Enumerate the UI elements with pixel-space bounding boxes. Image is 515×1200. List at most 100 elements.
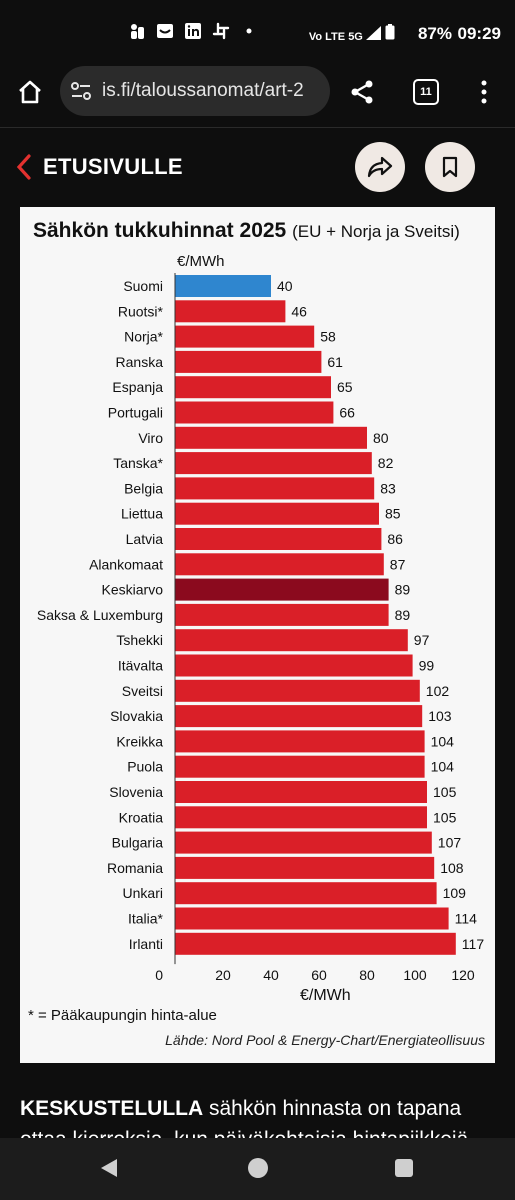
home-icon[interactable] [16,78,44,106]
value-label-22: 107 [438,835,462,851]
forward-share-icon [367,156,393,178]
status-bar: Vo LTE 5G 87% 09:29 [0,0,515,70]
bar-17 [175,705,423,728]
nav-back-icon[interactable] [100,1158,118,1178]
category-label-4: Espanja [112,379,163,395]
category-label-3: Ranska [116,354,164,370]
bar-21 [175,806,427,829]
system-navigation-bar [0,1138,515,1200]
value-label-7: 82 [378,455,394,471]
category-label-13: Saksa & Luxemburg [37,607,163,623]
back-to-frontpage-link[interactable]: ETUSIVULLE [43,154,183,179]
value-label-0: 40 [277,278,293,294]
bar-4 [175,376,331,399]
bar-24 [175,882,437,905]
value-label-3: 61 [327,354,343,370]
bar-20 [175,781,427,803]
x-tick-label-1: 20 [215,967,231,983]
bar-1 [175,300,286,323]
battery-percent: 87% [417,24,452,43]
x-tick-label-4: 80 [359,967,375,983]
category-label-1: Ruotsi* [118,303,164,319]
bar-18 [175,730,425,753]
volte-label: Vo LTE [308,31,346,43]
article-share-button[interactable] [355,142,405,192]
value-label-1: 46 [291,303,307,319]
bar-11 [175,553,384,576]
url-text[interactable]: is.fi/taloussanomat/art-2 [102,80,304,101]
bar-23 [175,856,435,879]
address-bar[interactable]: is.fi/taloussanomat/art-2 [60,66,330,116]
signal-icon [365,26,381,40]
bar-16 [175,679,420,702]
toolbar-divider [0,127,515,128]
x-tick-label-5: 100 [403,967,427,983]
chart-footnote: * = Pääkaupungin hinta-alue [28,1007,217,1024]
value-label-9: 85 [385,506,401,522]
x-axis-label: €/MWh [300,987,351,1004]
share-icon[interactable] [348,78,376,106]
browser-toolbar: is.fi/taloussanomat/art-2 11 [0,60,515,125]
linkedin-icon [184,22,202,40]
value-label-24: 109 [443,885,467,901]
category-label-23: Romania [107,860,163,876]
category-label-15: Itävalta [118,658,163,674]
bar-9 [175,502,379,525]
category-label-26: Irlanti [129,936,163,952]
category-label-16: Sveitsi [122,683,163,699]
x-tick-label-2: 40 [263,967,279,983]
value-label-21: 105 [433,809,457,825]
category-label-19: Puola [127,759,163,775]
app-notification-icon [128,22,146,40]
bar-3 [175,350,322,373]
value-label-17: 103 [428,708,452,724]
value-label-18: 104 [431,733,455,749]
chart-card: Sähkön tukkuhinnat 2025 (EU + Norja ja S… [20,207,495,1063]
bar-13 [175,603,389,626]
site-settings-icon[interactable] [70,81,92,101]
chart-title-text: Sähkön tukkuhinnat 2025 [33,219,287,242]
nav-recents-icon[interactable] [395,1159,413,1177]
value-label-8: 83 [380,480,396,496]
value-label-12: 89 [395,582,411,598]
bar-chart: Suomi 40 Ruotsi* 46 Norja* 58 Ranska 61 Espanja 6… [37,273,484,983]
more-notifications-dot [240,22,258,40]
more-menu-icon[interactable] [478,79,490,105]
network-label: 5G [348,31,363,43]
category-label-25: Italia* [128,911,164,927]
mail-icon [156,22,174,40]
chart-title: Sähkön tukkuhinnat 2025 (EU + Norja ja S… [33,219,460,243]
category-label-24: Unkari [123,885,163,901]
bar-22 [175,831,432,854]
bookmark-icon [442,156,458,178]
category-label-14: Tshekki [116,632,163,648]
network-indicator: Vo LTE 5G [309,24,395,43]
category-label-9: Liettua [121,506,163,522]
category-label-0: Suomi [123,278,163,294]
notification-icons [128,22,258,40]
chart-subtitle: (EU + Norja ja Sveitsi) [292,222,460,241]
category-label-5: Portugali [108,405,163,421]
battery-icon [385,24,395,40]
bar-12 [175,578,389,601]
value-label-2: 58 [320,329,336,345]
value-label-4: 65 [337,379,353,395]
category-label-10: Latvia [126,531,164,547]
bar-5 [175,401,334,424]
bar-25 [175,907,449,930]
bar-6 [175,426,367,449]
value-label-25: 114 [455,911,478,927]
tab-switcher-button[interactable]: 11 [413,79,439,105]
unit-label-top: €/MWh [177,253,225,270]
article-lead-bold: KESKUSTELULLA [20,1097,204,1120]
category-label-11: Alankomaat [89,556,163,572]
bookmark-button[interactable] [425,142,475,192]
value-label-6: 80 [373,430,389,446]
category-label-8: Belgia [124,480,163,496]
value-label-13: 89 [395,607,411,623]
category-label-22: Bulgaria [112,835,164,851]
chart-source: Lähde: Nord Pool & Energy-Chart/Energiat… [165,1032,485,1048]
nav-home-icon[interactable] [248,1158,268,1178]
back-chevron-icon[interactable] [14,153,34,181]
category-label-6: Viro [138,430,163,446]
